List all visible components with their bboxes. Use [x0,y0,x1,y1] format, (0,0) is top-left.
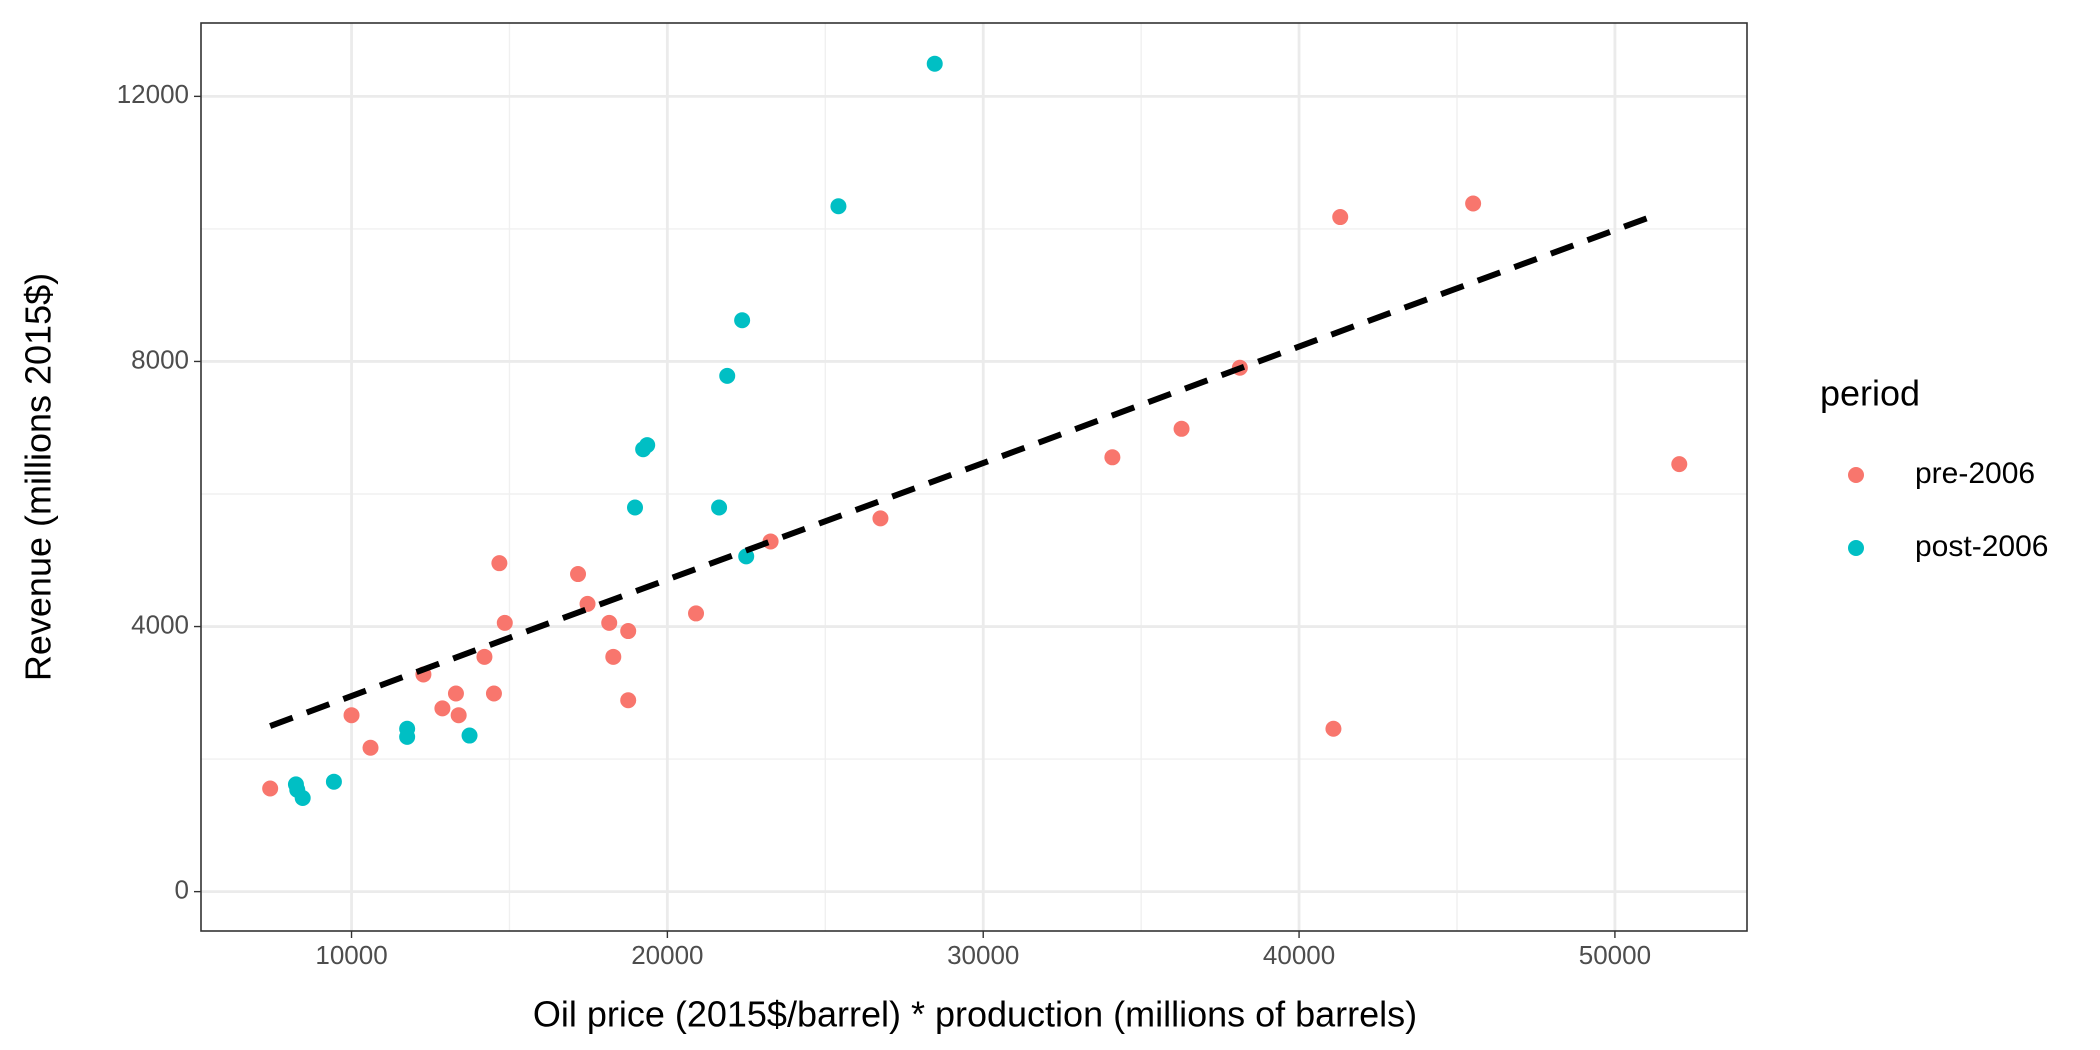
point [620,623,637,640]
point [734,312,751,329]
point [738,548,755,565]
legend-marker [1848,467,1864,483]
y-tick-label: 12000 [117,79,189,109]
point [325,773,342,790]
plot-background [201,23,1747,931]
point [399,728,416,745]
x-tick-label: 30000 [947,940,1019,970]
point [830,198,847,215]
point [711,499,728,516]
point [570,566,587,583]
point [1332,209,1349,226]
point [639,437,656,454]
point [262,780,279,797]
point [362,739,379,756]
plot-border [200,22,1748,932]
point [485,685,502,702]
legend-title: period [1820,373,1920,414]
point [1173,420,1190,437]
point [491,555,508,572]
point [1325,720,1342,737]
y-tick-label: 4000 [131,609,189,639]
point [294,789,311,806]
point [688,605,705,622]
point [476,648,493,665]
point [620,692,637,709]
y-tick-label: 8000 [131,344,189,374]
x-tick-label: 40000 [1263,940,1335,970]
legend-label: post-2006 [1915,530,2048,563]
trend-line [269,211,1659,729]
point [627,499,644,516]
x-tick-label: 10000 [315,940,387,970]
point [434,700,451,717]
point [496,614,513,631]
y-axis-title: Revenue (millions 2015$) [18,273,59,681]
x-axis-title: Oil price (2015$/barrel) * production (m… [533,994,1417,1035]
x-tick-label: 20000 [631,940,703,970]
point [872,510,889,527]
x-tick-label: 50000 [1579,940,1651,970]
point [343,707,360,724]
point [601,614,618,631]
point [450,707,467,724]
point [926,55,943,72]
point [605,648,622,665]
point [719,367,736,384]
legend-marker [1848,540,1864,556]
point [461,727,478,744]
point [1671,456,1688,473]
legend-label: pre-2006 [1915,457,2035,490]
point [1104,449,1121,466]
point [1465,195,1482,212]
point [447,685,464,702]
y-tick-label: 0 [175,875,189,905]
